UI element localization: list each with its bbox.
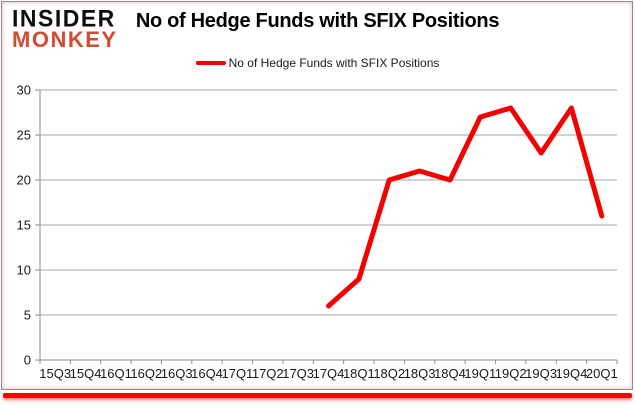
- legend-label: No of Hedge Funds with SFIX Positions: [228, 56, 440, 70]
- x-axis-label: 18Q1: [343, 366, 375, 381]
- y-axis-label: 5: [24, 308, 31, 323]
- legend: No of Hedge Funds with SFIX Positions: [0, 56, 635, 70]
- x-axis-label: 19Q4: [556, 366, 588, 381]
- brand-logo-line2: MONKEY: [12, 27, 118, 52]
- y-axis-label: 20: [17, 173, 31, 188]
- legend-line-icon: [195, 61, 226, 65]
- bottom-accent-bar: [3, 393, 632, 398]
- x-axis-label: 17Q4: [313, 366, 345, 381]
- chart-title: No of Hedge Funds with SFIX Positions: [135, 10, 500, 32]
- series-line: [326, 105, 605, 309]
- x-axis-label: 16Q3: [161, 366, 193, 381]
- x-axis-label: 18Q2: [373, 366, 405, 381]
- brand-logo: INSIDER MONKEY: [12, 4, 118, 52]
- x-axis-label: 17Q3: [282, 366, 314, 381]
- y-axis-label: 25: [17, 128, 31, 143]
- y-axis-label: 10: [17, 263, 31, 278]
- x-axis-label: 17Q1: [221, 366, 253, 381]
- brand-logo-line1: INSIDER: [12, 4, 116, 32]
- y-axis-label: 15: [17, 218, 31, 233]
- chart-frame: [1, 1, 633, 390]
- x-axis-label: 16Q1: [100, 366, 132, 381]
- x-axis-label: 17Q2: [252, 366, 284, 381]
- y-axis-label: 30: [17, 83, 31, 98]
- x-axis-label: 20Q1: [586, 366, 618, 381]
- x-axis-label: 18Q4: [434, 366, 466, 381]
- y-axis-label: 0: [24, 353, 31, 368]
- x-axis-label: 19Q3: [525, 366, 557, 381]
- x-axis-label: 19Q2: [495, 366, 527, 381]
- x-axis-label: 18Q3: [404, 366, 436, 381]
- x-axis-label: 19Q1: [464, 366, 496, 381]
- x-axis-label: 15Q4: [70, 366, 102, 381]
- x-axis-label: 16Q2: [130, 366, 162, 381]
- x-axis-label: 16Q4: [191, 366, 223, 381]
- x-axis-label: 15Q3: [39, 366, 71, 381]
